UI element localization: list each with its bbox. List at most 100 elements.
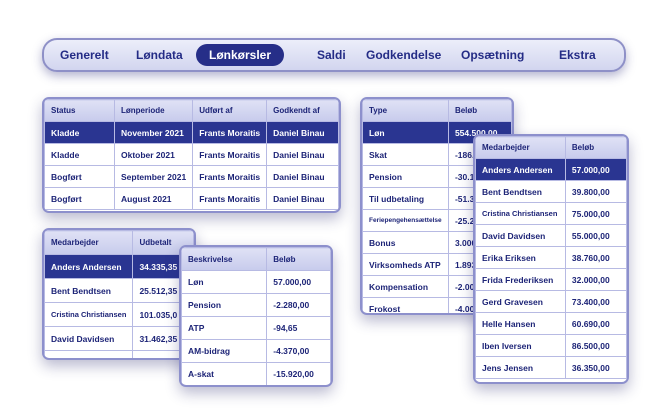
description-cell: AM-bidrag bbox=[181, 339, 268, 363]
table-row[interactable]: David Davidsen 55.000,00 bbox=[475, 224, 627, 247]
description-cell: ATP bbox=[181, 316, 268, 340]
col-header-lonperiode[interactable]: Lønperiode bbox=[113, 99, 194, 122]
col-header-medarbejder[interactable]: Medarbejder bbox=[475, 136, 566, 159]
table-row[interactable]: Bent Bendtsen 39.800,00 bbox=[475, 180, 627, 203]
main-nav: Generelt Løndata Lønkørsler Saldi Godken… bbox=[42, 38, 626, 72]
table-row[interactable]: David Davidsen 31.462,35 bbox=[44, 326, 194, 351]
details-card: Beskrivelse Beløb Løn 57.000,00 Pension … bbox=[179, 245, 333, 387]
table-row[interactable]: A-skat -15.920,00 bbox=[181, 362, 331, 385]
period-cell: August 2021 bbox=[113, 187, 194, 210]
table-row[interactable]: Bogført August 2021 Frants Moraitis Dani… bbox=[44, 187, 339, 210]
table-row[interactable]: Kladde Oktober 2021 Frants Moraitis Dani… bbox=[44, 143, 339, 166]
table-row[interactable]: Erika Eriksen 38.760,00 bbox=[475, 246, 627, 269]
type-cell: Feriepengehensættelse bbox=[362, 209, 449, 232]
status-cell: Bogført bbox=[44, 165, 115, 188]
status-cell: Kladde bbox=[44, 121, 115, 144]
amount-cell: 75.000,00 bbox=[564, 202, 627, 225]
table-row[interactable]: Løn 57.000,00 bbox=[181, 270, 331, 294]
type-cell: Kompensation bbox=[362, 275, 449, 298]
status-cell: Bogført bbox=[44, 187, 115, 210]
table-row[interactable]: Erika Eriksen 22.988,35 bbox=[44, 350, 194, 358]
type-cell: Løn bbox=[362, 121, 449, 144]
nav-item-opsaetning[interactable]: Opsætning bbox=[461, 48, 525, 62]
type-cell: Skat bbox=[362, 143, 449, 166]
nav-item-saldi[interactable]: Saldi bbox=[317, 48, 346, 62]
table-row[interactable]: Bent Bendtsen 25.512,35 bbox=[44, 278, 194, 303]
col-header-godkendt-af[interactable]: Godkendt af bbox=[266, 99, 339, 122]
table-row[interactable]: Gerd Gravesen 73.400,00 bbox=[475, 290, 627, 313]
amount-cell: -2.280,00 bbox=[266, 293, 331, 317]
amount-cell: 57.000,00 bbox=[564, 158, 627, 181]
amount-cell: 38.760,00 bbox=[564, 246, 627, 269]
employee-cell: Iben Iversen bbox=[475, 334, 566, 357]
description-cell: Løn bbox=[181, 270, 268, 294]
col-header-udfort-af[interactable]: Udført af bbox=[192, 99, 268, 122]
table-row[interactable]: Pension -2.280,00 bbox=[181, 293, 331, 317]
amount-cell: 57.000,00 bbox=[266, 270, 331, 294]
col-header-belob[interactable]: Beløb bbox=[447, 99, 512, 122]
performed-by-cell: Frants Moraitis bbox=[192, 143, 268, 166]
payruns-card: Status Lønperiode Udført af Godkendt af … bbox=[42, 97, 341, 213]
description-cell: Pension bbox=[181, 293, 268, 317]
col-header-belob[interactable]: Beløb bbox=[564, 136, 627, 159]
employee-cell: Frida Frederiksen bbox=[475, 268, 566, 291]
amount-cell: -4.370,00 bbox=[266, 339, 331, 363]
table-row[interactable]: Frida Frederiksen 32.000,00 bbox=[475, 268, 627, 291]
table-row[interactable]: AM-bidrag -4.370,00 bbox=[181, 339, 331, 363]
table-row[interactable]: Kladde November 2021 Frants Moraitis Dan… bbox=[44, 121, 339, 144]
amount-cell: 32.000,00 bbox=[564, 268, 627, 291]
col-header-type[interactable]: Type bbox=[362, 99, 449, 122]
approved-by-cell: Daniel Binau bbox=[266, 165, 339, 188]
amount-cell: -15.920,00 bbox=[266, 362, 331, 385]
nav-item-lonkorsler[interactable]: Lønkørsler bbox=[196, 44, 285, 66]
table-row[interactable]: Iben Iversen 86.500,00 bbox=[475, 334, 627, 357]
employee-cell: Cristina Christiansen bbox=[475, 202, 566, 225]
nav-item-generelt[interactable]: Generelt bbox=[60, 48, 109, 62]
table-row[interactable]: Anders Andersen 34.335,35 bbox=[44, 254, 194, 279]
nav-item-londata[interactable]: Løndata bbox=[136, 48, 183, 62]
employees-card: Medarbejder Beløb Anders Andersen 57.000… bbox=[473, 134, 629, 384]
col-header-medarbejder[interactable]: Medarbejder bbox=[44, 230, 134, 255]
amount-cell: 73.400,00 bbox=[564, 290, 627, 313]
table-row[interactable]: Anders Andersen 57.000,00 bbox=[475, 158, 627, 181]
type-cell: Frokost bbox=[362, 297, 449, 313]
period-cell: September 2021 bbox=[113, 165, 194, 188]
employee-cell: Jens Jensen bbox=[475, 356, 566, 379]
paid-card: Medarbejder Udbetalt Anders Andersen 34.… bbox=[42, 228, 196, 360]
employee-cell: Anders Andersen bbox=[44, 254, 134, 279]
amount-cell: 39.800,00 bbox=[564, 180, 627, 203]
table-row[interactable]: Cristina Christiansen 75.000,00 bbox=[475, 202, 627, 225]
type-cell: Virksomheds ATP bbox=[362, 253, 449, 276]
col-header-belob[interactable]: Beløb bbox=[266, 247, 331, 271]
performed-by-cell: Frants Moraitis bbox=[192, 187, 268, 210]
types-card: Type Beløb Løn 554.500,00 Skat -186. Pen… bbox=[360, 97, 514, 315]
employee-cell: David Davidsen bbox=[475, 224, 566, 247]
table-row[interactable]: Bogført September 2021 Frants Moraitis D… bbox=[44, 165, 339, 188]
performed-by-cell: Frants Moraitis bbox=[192, 165, 268, 188]
amount-cell: 55.000,00 bbox=[564, 224, 627, 247]
col-header-status[interactable]: Status bbox=[44, 99, 115, 122]
amount-cell: 86.500,00 bbox=[564, 334, 627, 357]
table-row[interactable]: Jens Jensen 36.350,00 bbox=[475, 356, 627, 379]
performed-by-cell: Frants Moraitis bbox=[192, 121, 268, 144]
table-row[interactable]: ATP -94,65 bbox=[181, 316, 331, 340]
employee-cell: Erika Eriksen bbox=[44, 350, 134, 358]
type-cell: Pension bbox=[362, 165, 449, 188]
employee-cell: Bent Bendtsen bbox=[475, 180, 566, 203]
table-row[interactable]: Helle Hansen 60.690,00 bbox=[475, 312, 627, 335]
type-cell: Bonus bbox=[362, 231, 449, 254]
nav-item-ekstra[interactable]: Ekstra bbox=[559, 48, 596, 62]
nav-item-godkendelse[interactable]: Godkendelse bbox=[366, 48, 442, 62]
table-row[interactable]: Cristina Christiansen 101.035,0 bbox=[44, 302, 194, 327]
amount-cell: -94,65 bbox=[266, 316, 331, 340]
approved-by-cell: Daniel Binau bbox=[266, 121, 339, 144]
approved-by-cell: Daniel Binau bbox=[266, 143, 339, 166]
description-cell: A-skat bbox=[181, 362, 268, 385]
period-cell: Oktober 2021 bbox=[113, 143, 194, 166]
type-cell: Til udbetaling bbox=[362, 187, 449, 210]
amount-cell: 36.350,00 bbox=[564, 356, 627, 379]
approved-by-cell: Daniel Binau bbox=[266, 187, 339, 210]
employee-cell: Bent Bendtsen bbox=[44, 278, 134, 303]
employee-cell: Cristina Christiansen bbox=[44, 302, 134, 327]
col-header-beskrivelse[interactable]: Beskrivelse bbox=[181, 247, 268, 271]
